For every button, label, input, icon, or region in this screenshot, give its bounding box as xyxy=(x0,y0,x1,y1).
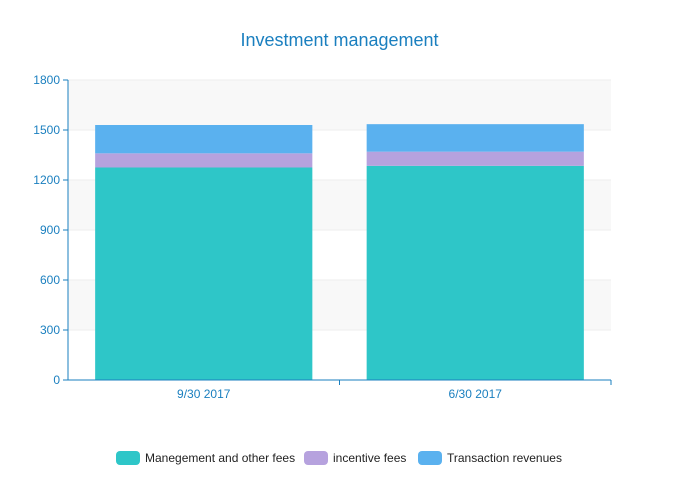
y-tick-label: 900 xyxy=(40,223,60,237)
y-tick-label: 600 xyxy=(40,273,60,287)
chart-title: Investment management xyxy=(240,30,438,50)
bar-segment-2 xyxy=(366,151,584,166)
bar-segment-3 xyxy=(366,124,584,152)
x-tick-label: 6/30 2017 xyxy=(449,387,503,401)
y-tick-label: 1200 xyxy=(33,173,60,187)
grid-band xyxy=(68,80,611,130)
bar-segment-1 xyxy=(366,165,584,380)
bar-segment-1 xyxy=(95,167,313,380)
legend-swatch xyxy=(304,451,328,465)
bar-segment-3 xyxy=(95,125,313,154)
bars-layer xyxy=(95,124,584,380)
y-tick-label: 0 xyxy=(53,373,60,387)
legend-label: Manegement and other fees xyxy=(145,451,295,465)
y-tick-label: 300 xyxy=(40,323,60,337)
legend-swatch xyxy=(116,451,140,465)
legend-label: incentive fees xyxy=(333,451,406,465)
bar-segment-2 xyxy=(95,153,313,168)
x-tick-label: 9/30 2017 xyxy=(177,387,231,401)
y-tick-label: 1500 xyxy=(33,123,60,137)
legend: Manegement and other fees incentive fees T… xyxy=(116,451,562,465)
legend-swatch xyxy=(418,451,442,465)
axes-layer: 0 300 600 900 1200 1500 1800 9/30 2017 6/30 2017 xyxy=(33,73,612,401)
y-tick-label: 1800 xyxy=(33,73,60,87)
legend-label: Transaction revenues xyxy=(447,451,562,465)
